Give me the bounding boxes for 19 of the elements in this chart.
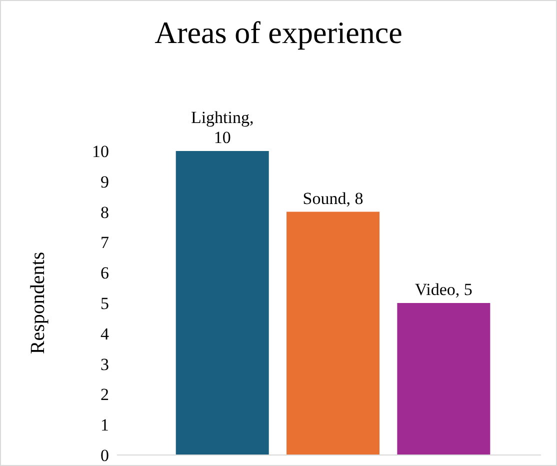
y-tick-label: 1: [100, 416, 109, 435]
y-tick-label: 10: [92, 142, 109, 162]
y-tick-label: 9: [100, 172, 109, 192]
y-tick-label: 7: [100, 233, 110, 252]
data-label: Lighting, 10: [190, 108, 254, 147]
y-tick-label: 0: [100, 446, 109, 466]
y-tick-label: 5: [100, 294, 109, 314]
data-label: Video, 5: [414, 280, 472, 299]
y-tick-label: 8: [100, 202, 109, 222]
y-tick-label: 6: [100, 264, 109, 283]
y-tick-label: 4: [100, 324, 110, 344]
bar: [176, 151, 269, 455]
bar: [286, 212, 380, 455]
chart-title: Areas of experience: [154, 15, 404, 51]
data-label: Sound, 8: [302, 188, 364, 208]
y-tick-label: 2: [100, 385, 109, 404]
bar: [397, 303, 490, 455]
y-tick-label: 3: [100, 354, 109, 374]
y-axis-title: Respondents: [27, 252, 50, 354]
